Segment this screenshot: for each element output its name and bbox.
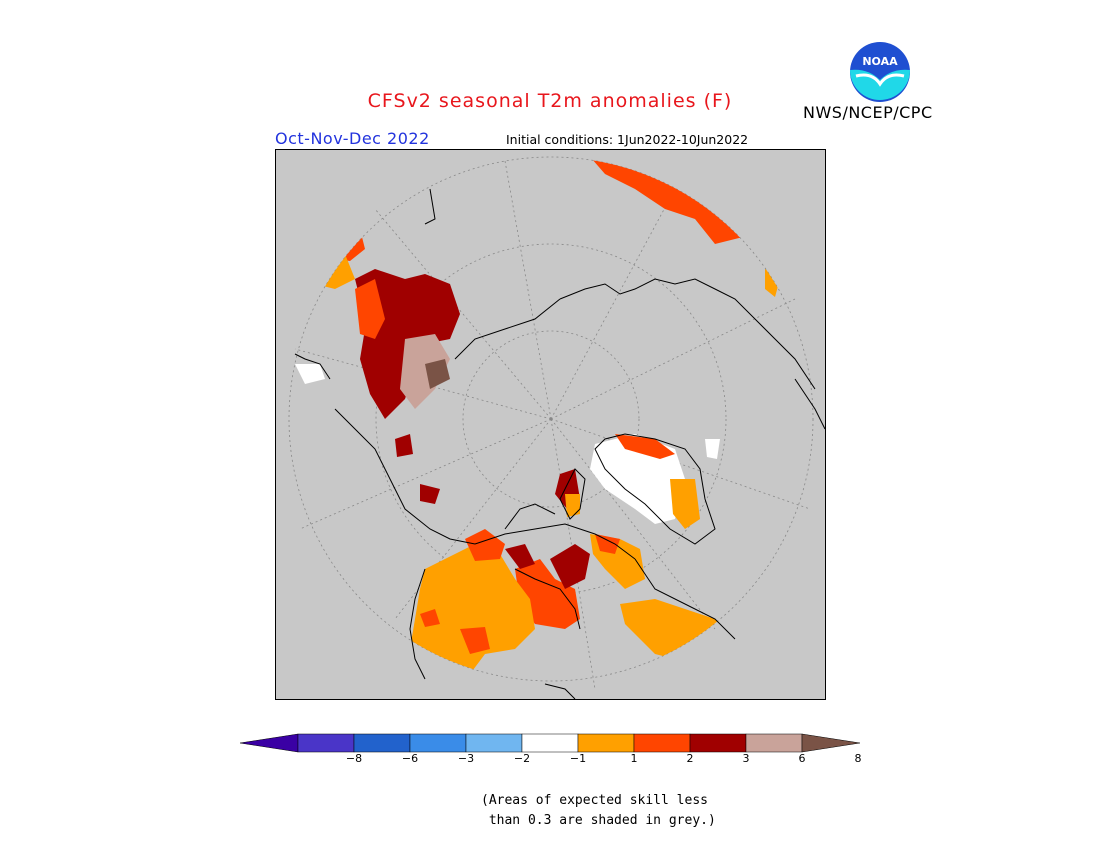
colorbar-tick-label: 3 xyxy=(742,752,750,765)
colorbar xyxy=(239,733,861,753)
forecast-period: Oct-Nov-Dec 2022 xyxy=(275,129,430,148)
skill-note: (Areas of expected skill less than 0.3 a… xyxy=(481,793,716,828)
chart-title: CFSv2 seasonal T2m anomalies (F) xyxy=(367,90,733,112)
colorbar-tick-label: 8 xyxy=(854,752,862,765)
anomaly-region xyxy=(460,627,490,654)
colorbar-segment xyxy=(689,733,747,753)
colorbar-segment xyxy=(353,733,411,753)
agency-label: NWS/NCEP/CPC xyxy=(803,103,933,122)
noaa-logo-icon: NOAA xyxy=(850,42,910,102)
anomaly-region xyxy=(705,439,720,459)
anomaly-region xyxy=(355,279,385,339)
polar-map xyxy=(275,149,826,700)
anomaly-region xyxy=(420,484,440,504)
anomaly-region xyxy=(420,609,440,627)
colorbar-segment xyxy=(521,733,579,753)
anomaly-region xyxy=(765,269,780,297)
anomaly-region xyxy=(615,434,675,459)
colorbar-tick-label: −2 xyxy=(513,752,531,765)
colorbar-tick-label: −8 xyxy=(345,752,363,765)
colorbar-arrow-low xyxy=(239,733,299,753)
colorbar-segment xyxy=(465,733,523,753)
coastlines xyxy=(294,188,826,700)
logo-text: NOAA xyxy=(862,55,898,68)
colorbar-tick-label: −1 xyxy=(569,752,587,765)
anomaly-region xyxy=(585,157,755,244)
colorbar-tick-label: 2 xyxy=(686,752,694,765)
anomaly-region xyxy=(550,544,590,589)
colorbar-segment xyxy=(409,733,467,753)
anomaly-region xyxy=(505,544,535,569)
colorbar-segment xyxy=(745,733,803,753)
anomaly-region xyxy=(595,534,620,554)
anomaly-region xyxy=(425,359,450,389)
colorbar-tick-label: −3 xyxy=(457,752,475,765)
colorbar-segment xyxy=(633,733,691,753)
anomaly-region xyxy=(295,364,325,384)
anomaly-region xyxy=(410,544,535,681)
anomaly-region xyxy=(670,479,700,529)
anomaly-region xyxy=(565,494,580,517)
colorbar-tick-label: −6 xyxy=(401,752,419,765)
colorbar-segment xyxy=(577,733,635,753)
anomaly-region xyxy=(395,434,413,457)
initial-conditions: Initial conditions: 1Jun2022-10Jun2022 xyxy=(506,132,749,147)
colorbar-segment xyxy=(297,733,355,753)
colorbar-tick-label: 6 xyxy=(798,752,806,765)
colorbar-tick-label: 1 xyxy=(630,752,638,765)
anomaly-region xyxy=(400,334,450,409)
colorbar-arrow-high xyxy=(801,733,861,753)
